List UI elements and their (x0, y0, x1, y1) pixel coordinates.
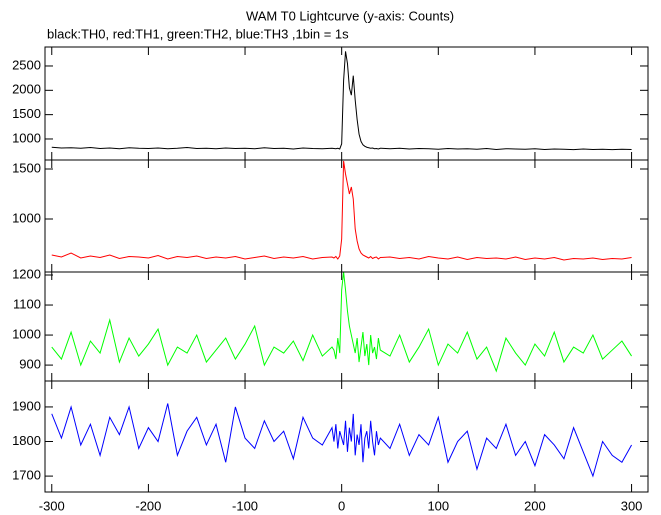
y-tick-label: 1000 (12, 326, 41, 341)
light-curve (51, 51, 632, 151)
x-tick-label: 300 (621, 498, 643, 513)
y-tick-label: 1200 (12, 266, 41, 281)
panel-frame (44, 271, 649, 382)
y-tick-label: 900 (19, 357, 41, 372)
x-tick-label: 100 (427, 498, 449, 513)
y-tick-label: 2500 (12, 57, 41, 72)
y-tick-label: 2000 (12, 82, 41, 97)
panel-frame (44, 380, 649, 493)
x-tick-label: -100 (232, 498, 258, 513)
y-tick-label: 1500 (12, 106, 41, 121)
y-tick-label: 1700 (12, 468, 41, 483)
panel-frame (44, 46, 649, 161)
light-curve (51, 160, 632, 261)
x-tick-label: -300 (39, 498, 65, 513)
chart-subtitle: black:TH0, red:TH1, green:TH2, blue:TH3 … (47, 26, 349, 41)
y-tick-label: 1800 (12, 433, 41, 448)
x-tick-label: -200 (135, 498, 161, 513)
chart-title: WAM T0 Lightcurve (y-axis: Counts) (246, 8, 454, 23)
y-tick-label: 1900 (12, 398, 41, 413)
y-tick-label: 1000 (12, 130, 41, 145)
y-tick-label: 1000 (12, 210, 41, 225)
y-tick-label: 1100 (13, 296, 41, 311)
light-curve (51, 272, 632, 373)
y-tick-label: 1500 (12, 160, 41, 175)
x-tick-label: 0 (338, 498, 345, 513)
light-curve (51, 403, 633, 478)
x-tick-label: 200 (524, 498, 546, 513)
